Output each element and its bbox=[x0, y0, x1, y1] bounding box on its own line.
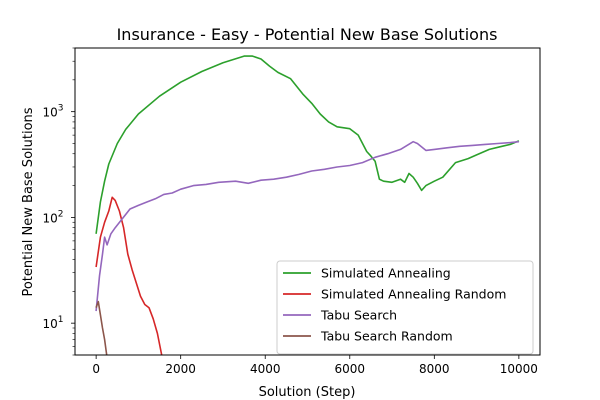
x-axis-ticks: 0 2000 4000 6000 8000 10000 bbox=[92, 355, 538, 376]
y-tick-label: 102 bbox=[42, 209, 63, 225]
x-tick-label: 10000 bbox=[500, 362, 538, 376]
legend-label: Simulated Annealing bbox=[321, 266, 451, 281]
y-axis-label: Potential New Base Solutions bbox=[21, 107, 36, 296]
legend-label: Tabu Search bbox=[320, 308, 397, 323]
series-layer bbox=[95, 55, 520, 355]
chart-title: Insurance - Easy - Potential New Base So… bbox=[117, 25, 498, 44]
legend-label: Tabu Search Random bbox=[320, 329, 453, 344]
series-line bbox=[95, 196, 163, 355]
y-tick-label: 101 bbox=[42, 315, 63, 331]
x-axis-label: Solution (Step) bbox=[259, 385, 356, 400]
x-tick-label: 8000 bbox=[419, 362, 450, 376]
legend: Simulated Annealing Simulated Annealing R… bbox=[276, 260, 534, 355]
series-line bbox=[95, 140, 519, 312]
plot-frame bbox=[74, 47, 541, 356]
x-tick-label: 4000 bbox=[250, 362, 281, 376]
series-line bbox=[95, 300, 108, 355]
y-tick-label: 103 bbox=[42, 104, 63, 120]
series-line bbox=[95, 55, 520, 234]
x-tick-label: 2000 bbox=[165, 362, 196, 376]
legend-label: Simulated Annealing Random bbox=[321, 287, 506, 302]
y-axis-ticks: 101 102 103 bbox=[42, 47, 75, 356]
x-tick-label: 0 bbox=[92, 362, 100, 376]
legend-box bbox=[276, 260, 534, 355]
x-tick-label: 6000 bbox=[334, 362, 365, 376]
